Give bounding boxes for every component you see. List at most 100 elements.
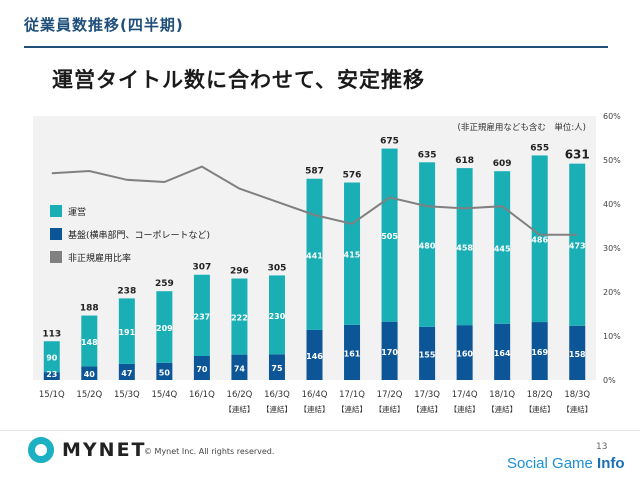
x-tick-label: 17/3Q [414, 390, 440, 400]
bar-kiban [569, 325, 586, 380]
mynet-logo: MYNET [28, 437, 147, 463]
kiban-value-label: 146 [306, 352, 323, 361]
x-tick-label: 17/2Q [377, 390, 403, 400]
unei-value-label: 90 [46, 354, 58, 363]
right-axis-tick-label: 0% [603, 376, 616, 385]
unei-value-label: 237 [194, 312, 211, 321]
total-value-label: 305 [268, 263, 287, 273]
total-value-label: 296 [230, 267, 249, 277]
unei-value-label: 415 [344, 251, 361, 260]
x-tick-label: 17/1Q [339, 390, 365, 400]
x-tick-sublabel: 【連結】 [375, 404, 405, 414]
x-tick-label: 18/1Q [489, 390, 515, 400]
x-tick-sublabel: 【連結】 [487, 404, 517, 414]
right-axis-tick-label: 10% [603, 332, 621, 341]
kiban-value-label: 155 [419, 350, 436, 359]
units-note: (非正規雇用なども含む 単位:人) [458, 122, 587, 133]
total-value-label: 655 [530, 143, 549, 153]
x-tick-label: 15/1Q [39, 390, 65, 400]
bar-unei [118, 298, 135, 364]
x-tick-sublabel: 【連結】 [224, 404, 254, 414]
bar-kiban [344, 324, 361, 380]
bar-kiban [531, 322, 548, 380]
legend-swatch [50, 251, 62, 263]
logo-ring-icon [28, 437, 54, 463]
legend-swatch [50, 228, 62, 240]
right-axis-tick-label: 40% [603, 200, 621, 209]
unei-value-label: 505 [381, 232, 398, 241]
bar-unei [569, 163, 586, 326]
x-tick-sublabel: 【連結】 [262, 404, 292, 414]
bar-kiban [81, 366, 98, 380]
total-value-label: 576 [343, 171, 362, 181]
kiban-value-label: 75 [271, 364, 283, 373]
bar-unei [419, 162, 436, 327]
total-value-label: 587 [305, 167, 324, 177]
legend-label: 非正規雇用比率 [68, 252, 131, 264]
right-axis-tick-label: 30% [603, 244, 621, 253]
kiban-value-label: 164 [494, 349, 511, 358]
total-value-label: 609 [493, 159, 512, 169]
right-axis-tick-label: 50% [603, 156, 621, 165]
bar-kiban [494, 323, 511, 380]
non-regular-employment-ratio-line [51, 165, 578, 236]
total-value-label: 635 [418, 150, 437, 160]
unei-value-label: 209 [156, 324, 173, 333]
page-number: 13 [596, 442, 608, 452]
bar-unei [156, 291, 173, 363]
x-tick-sublabel: 【連結】 [412, 404, 442, 414]
x-tick-label: 15/4Q [151, 390, 177, 400]
bar-unei [531, 155, 548, 323]
watermark-text-b: Info [597, 455, 625, 472]
kiban-value-label: 161 [344, 349, 361, 358]
bar-unei [81, 315, 98, 367]
x-tick-label: 15/3Q [114, 390, 140, 400]
total-value-label: 675 [380, 137, 399, 147]
x-tick-sublabel: 【連結】 [525, 404, 555, 414]
bar-kiban [43, 372, 60, 380]
kiban-value-label: 47 [121, 369, 132, 378]
unei-value-label: 191 [118, 328, 135, 337]
kiban-value-label: 160 [456, 350, 473, 359]
kiban-value-label: 23 [46, 370, 57, 379]
x-tick-label: 15/2Q [76, 390, 102, 400]
total-value-label: 259 [155, 279, 174, 289]
x-tick-label: 17/4Q [452, 390, 478, 400]
bar-kiban [419, 326, 436, 380]
right-axis-tick-label: 20% [603, 288, 621, 297]
x-tick-label: 16/4Q [302, 390, 328, 400]
x-tick-label: 18/3Q [564, 390, 590, 400]
bar-unei [381, 148, 398, 322]
kiban-value-label: 50 [159, 368, 171, 377]
kiban-value-label: 40 [84, 370, 96, 379]
unei-value-label: 222 [231, 314, 248, 323]
unei-value-label: 486 [531, 236, 548, 245]
employee-count-chart: 0% 10% 20% 30% 40% 50% 60% (非正規雇用なども含む 単位:人) 23 9… [33, 112, 621, 414]
copyright-text: © Mynet Inc. All rights reserved. [144, 447, 275, 456]
total-value-label: 113 [42, 329, 61, 339]
legend-swatch [50, 205, 62, 217]
unei-value-label: 458 [456, 244, 473, 253]
unei-value-label: 441 [306, 251, 323, 260]
bar-unei [43, 341, 60, 373]
total-value-label: 188 [80, 304, 99, 314]
kiban-value-label: 74 [234, 364, 246, 373]
bar-kiban [456, 325, 473, 380]
unei-value-label: 480 [419, 242, 436, 251]
bar-unei [344, 182, 361, 325]
footer-divider [0, 430, 640, 431]
kiban-value-label: 170 [381, 348, 398, 357]
legend-label: 運営 [68, 206, 86, 218]
unei-value-label: 445 [494, 244, 511, 253]
kiban-value-label: 169 [531, 348, 548, 357]
total-value-label: 631 [565, 148, 590, 162]
x-tick-label: 18/2Q [527, 390, 553, 400]
bar-unei [193, 274, 210, 356]
section-title: 従業員数推移(四半期) [24, 16, 184, 34]
x-tick-label: 16/2Q [227, 390, 253, 400]
bar-kiban [118, 363, 135, 380]
unei-value-label: 148 [81, 338, 98, 347]
unei-value-label: 473 [569, 242, 586, 251]
watermark: Social Game Info [507, 455, 625, 472]
watermark-text-a: Social Game [507, 455, 598, 472]
